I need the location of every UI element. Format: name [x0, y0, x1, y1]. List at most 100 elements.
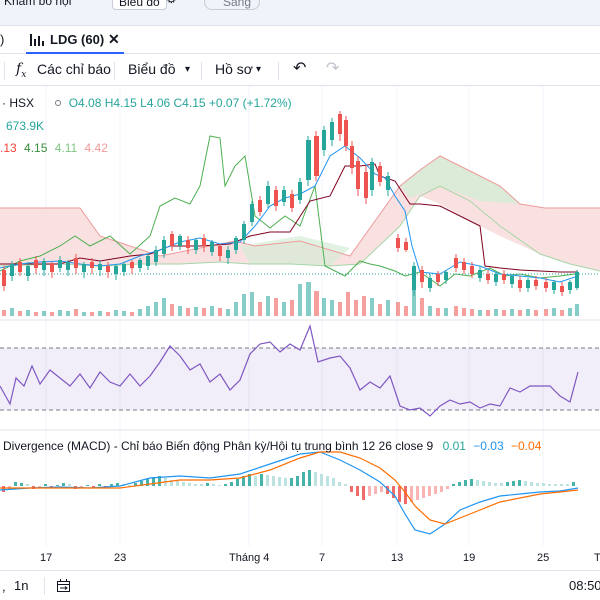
legend-change: +0.07 (+1.72%): [208, 96, 292, 110]
candle: [306, 140, 311, 180]
candle: [486, 274, 490, 280]
kijun-line: [0, 163, 578, 273]
candle: [534, 280, 538, 286]
candle: [420, 270, 424, 282]
profile-button[interactable]: Hồ sơ: [215, 61, 253, 77]
x-tick-label: 17: [40, 552, 52, 564]
candle: [74, 258, 78, 268]
symbol-legend: · HSX O4.08 H4.15 L4.06 C4.15 +0.07 (+1.…: [2, 96, 292, 110]
candle: [436, 274, 440, 282]
candle: [322, 130, 326, 150]
rsi-pane: [0, 324, 600, 417]
clock-time[interactable]: 08:50: [569, 578, 600, 593]
candle: [470, 266, 474, 274]
legend-high: H4.15: [104, 96, 137, 110]
candle: [386, 176, 390, 190]
candle: [510, 276, 514, 284]
legend-open: O4.08: [68, 96, 102, 110]
x-axis: 17 23 Tháng 4 7 13 19 25 T: [40, 552, 600, 564]
candle: [130, 262, 134, 268]
candle: [82, 264, 86, 272]
candle: [186, 240, 190, 248]
candle: [494, 274, 498, 282]
chart-canvas[interactable]: 17 23 Tháng 4 7 13 19 25 T: [0, 86, 600, 570]
x-tick-label: 13: [391, 552, 403, 564]
candle: [444, 272, 448, 280]
candle: [154, 250, 158, 262]
candle: [18, 262, 22, 272]
candle: [404, 242, 408, 250]
tab-ldg[interactable]: LDG (60) ✕: [26, 26, 124, 54]
calendar-range-icon[interactable]: [56, 578, 72, 594]
candle: [170, 234, 174, 246]
macd-legend: Divergence (MACD) - Chỉ báo Biến động Ph…: [3, 439, 541, 453]
x-tick-label: Tháng 4: [229, 552, 269, 564]
legend-low: L4.06: [140, 96, 171, 110]
ichimoku-cloud: [0, 155, 600, 272]
candle: [26, 266, 30, 276]
range-1n-button[interactable]: 1n: [14, 578, 29, 593]
theme-toggle[interactable]: Sáng: [204, 0, 261, 10]
macd-value: −0.03: [473, 439, 504, 453]
candle: [202, 238, 206, 246]
candle: [258, 200, 262, 212]
candle: [138, 260, 142, 268]
chevron-down-icon[interactable]: ▾: [256, 64, 262, 75]
candle: [114, 266, 118, 274]
candle: [34, 260, 38, 268]
candle: [568, 282, 572, 290]
candle: [552, 282, 556, 290]
ichimoku-value: .13: [0, 141, 17, 155]
chart-mode-button[interactable]: Biểu đồ: [112, 0, 167, 10]
candle: [575, 272, 579, 288]
indicators-button[interactable]: Các chỉ báo: [37, 61, 111, 77]
macd-value: 0.01: [442, 439, 466, 453]
chart-type-button[interactable]: Biểu đồ: [128, 61, 176, 77]
macd-value: −0.04: [511, 439, 542, 453]
candle: [42, 261, 46, 270]
candle: [502, 274, 506, 280]
candle: [210, 242, 214, 252]
candle: [50, 264, 54, 272]
candle: [10, 264, 14, 276]
gear-icon[interactable]: ⚙: [166, 0, 177, 6]
chart-icon: [30, 34, 44, 46]
top-bar-text: Khám bố nội: [4, 0, 72, 8]
legend-close: C4.15: [173, 96, 206, 110]
candle: [274, 190, 278, 206]
volume-legend: 673.9K: [6, 119, 45, 133]
candle: [90, 262, 94, 268]
candle: [518, 280, 522, 288]
undo-icon[interactable]: ↶: [293, 60, 307, 77]
candle: [98, 264, 102, 270]
candle: [462, 262, 466, 270]
x-tick-label: 19: [463, 552, 475, 564]
tab-bar: ) LDG (60) ✕: [0, 26, 600, 54]
ichimoku-legend: .13 4.15 4.11 4.42: [0, 141, 108, 155]
candle: [290, 194, 294, 208]
candle: [454, 258, 458, 268]
candle: [58, 260, 62, 268]
candle: [266, 186, 270, 204]
close-icon[interactable]: ✕: [108, 31, 120, 47]
candle: [178, 236, 182, 246]
indicators-icon[interactable]: fx: [16, 61, 27, 80]
candle: [194, 240, 198, 250]
candle: [250, 204, 254, 222]
bottom-bar: , 1n 08:50: [0, 570, 600, 600]
candle: [370, 162, 374, 190]
chikou-line: [0, 135, 576, 287]
chevron-down-icon[interactable]: ▾: [185, 64, 191, 75]
x-tick-label: 25: [537, 552, 549, 564]
candle: [298, 182, 302, 200]
chart-toolbar: fx Các chỉ báo Biểu đồ ▾ Hồ sơ ▾ ↶ ↷: [0, 54, 600, 86]
candle: [2, 270, 6, 286]
x-tick-label: T: [594, 552, 600, 564]
ichimoku-value: 4.42: [84, 141, 108, 155]
redo-icon[interactable]: ↷: [326, 60, 340, 77]
grid: [45, 86, 544, 546]
macd-pane: [0, 451, 579, 535]
candle: [226, 250, 230, 258]
candle: [478, 270, 482, 278]
prev-range-fragment: ,: [2, 579, 6, 594]
